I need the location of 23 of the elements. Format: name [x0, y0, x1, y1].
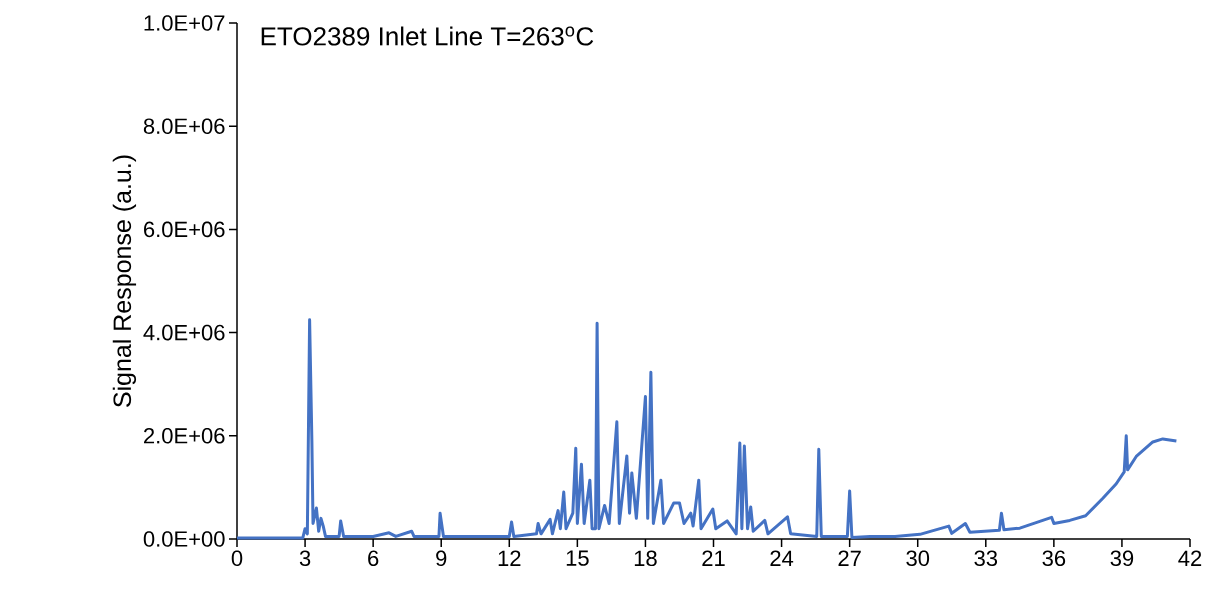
- x-tick-label: 3: [299, 550, 311, 567]
- x-tick-label: 9: [436, 550, 447, 567]
- y-tick-label: 4.0E+06: [143, 324, 225, 341]
- x-tick-label: 18: [634, 550, 657, 567]
- x-tick-label: 15: [566, 550, 589, 566]
- x-tick-label: 33: [974, 550, 998, 567]
- y-axis-title: Signal Response (a.u.): [112, 155, 137, 408]
- y-tick-label: 1.0E+07: [144, 15, 225, 31]
- x-tick-label: 42: [1178, 550, 1202, 566]
- y-tick-label: 0.0E+00: [143, 531, 225, 547]
- x-tick-label: 24: [770, 550, 794, 566]
- x-tick-label: 21: [702, 550, 725, 566]
- x-tick-label: 27: [838, 550, 861, 566]
- x-tick-label: 36: [1042, 550, 1066, 567]
- x-tick-label: 0: [231, 550, 243, 567]
- x-tick-label: 6: [368, 550, 379, 567]
- x-tick-label: 39: [1110, 550, 1134, 567]
- y-tick-label: 2.0E+06: [144, 428, 225, 444]
- y-tick-label: 6.0E+06: [144, 221, 225, 238]
- x-tick-label: 30: [906, 550, 930, 567]
- chart-title: ETO2389 Inlet Line T=263$^{o}$C: [261, 26, 594, 46]
- x-tick-label: 12: [498, 550, 521, 566]
- y-tick-label: 8.0E+06: [143, 118, 225, 134]
